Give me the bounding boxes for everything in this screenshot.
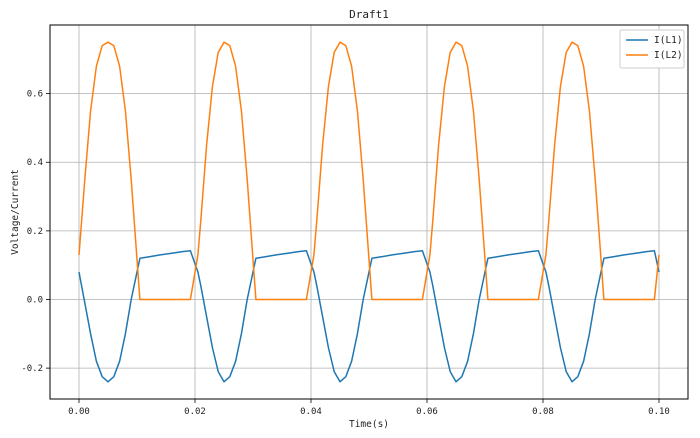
legend: I(L1) I(L2) [619,29,685,69]
x-tick-label: 0.10 [648,407,670,417]
grid [50,25,688,399]
y-tick-label: 0.0 [27,295,43,305]
series-layer [78,41,660,383]
chart-title: Draft1 [349,8,389,21]
x-axis: 0.00 0.02 0.04 0.06 0.08 0.10 [68,399,670,417]
plot-frame [49,24,689,400]
x-tick-label: 0.08 [532,407,554,417]
legend-label-2: I(L2) [654,50,683,61]
x-tick-label: 0.02 [184,407,206,417]
series-line-2 [78,41,660,301]
x-tick-label: 0.00 [68,407,90,417]
y-tick-label: 0.2 [27,227,43,237]
x-axis-label: Time(s) [349,419,389,430]
y-tick-label: 0.6 [27,90,43,100]
series-line-1 [78,250,660,383]
y-axis: -0.2 0.0 0.2 0.4 0.6 [21,90,50,374]
y-tick-label: 0.4 [27,158,43,168]
legend-label-1: I(L1) [654,35,683,46]
x-tick-label: 0.04 [300,407,322,417]
x-tick-label: 0.06 [416,407,438,417]
y-tick-label: -0.2 [21,364,43,374]
y-axis-label: Voltage/Current [10,169,21,255]
